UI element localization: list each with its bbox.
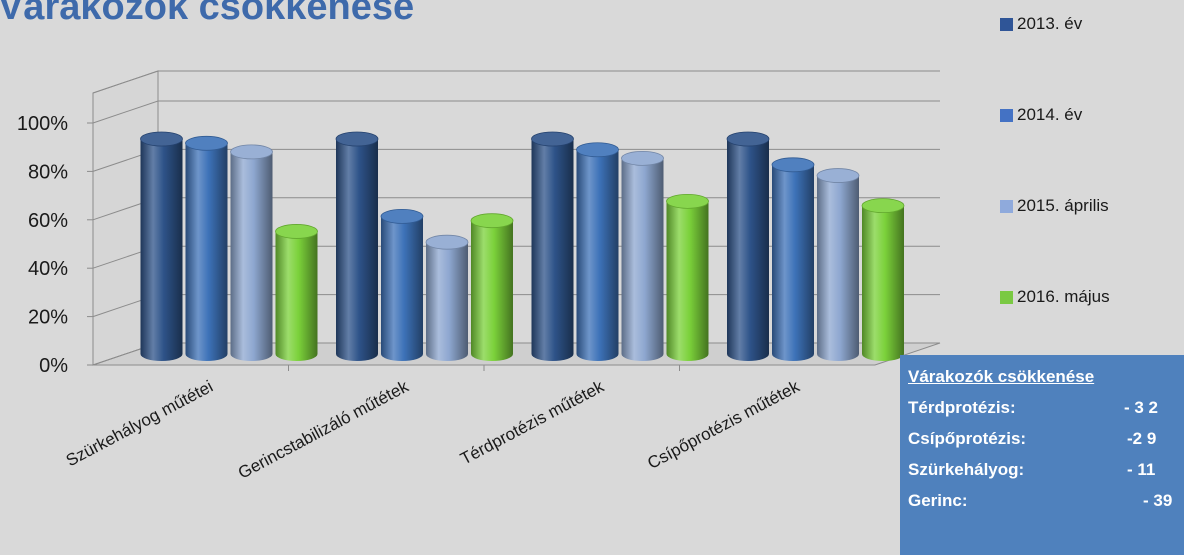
bar (425, 234, 469, 361)
chart-title: Várakozók csökkenése (0, 0, 415, 28)
legend-label: 2014. év (1017, 105, 1083, 124)
info-row-value: - 39 (1143, 491, 1173, 510)
bar-body (471, 220, 513, 361)
bar-body (140, 139, 183, 361)
bar-body (576, 149, 619, 361)
info-row-label: Csípőprotézis: (908, 429, 1027, 448)
bar-cap (470, 213, 514, 229)
info-row-csipoprotezis: Csípőprotézis: (908, 429, 1026, 449)
info-row-label: Gerinc: (908, 491, 968, 510)
y-tick-label: 80% (28, 161, 68, 183)
legend-item-2015: 2015. április (1000, 196, 1109, 216)
bar-cap (380, 208, 424, 224)
info-row-value: - 11 (1127, 460, 1156, 479)
info-row-szurkehalyog: Szürkehályog: (908, 460, 1024, 480)
bar (380, 208, 424, 361)
bar-body (772, 164, 814, 361)
bar-body (862, 205, 904, 361)
legend-label: 2013. év (1017, 14, 1083, 33)
bar-cap (621, 150, 664, 166)
info-row-label: Térdprotézis: (908, 398, 1016, 417)
legend-item-2016: 2016. május (1000, 287, 1110, 307)
legend-swatch (1000, 290, 1013, 304)
bar (726, 131, 770, 361)
bar-cap (185, 135, 228, 151)
legend-label: 2015. április (1017, 196, 1109, 215)
bar (576, 142, 619, 361)
bar (140, 131, 183, 361)
legend-swatch (1000, 17, 1013, 31)
info-row-terdprotezis: Térdprotézis: (908, 398, 1016, 418)
y-tick-label: 40% (28, 258, 68, 280)
bar-body (727, 139, 769, 361)
info-box-title: Várakozók csökkenése (908, 367, 1095, 386)
bar-cap (771, 157, 815, 173)
info-row-gerinc: Gerinc: (908, 491, 968, 511)
gridline (92, 70, 940, 94)
x-category-label: Térdprotézis műtétek (457, 377, 607, 469)
legend-label: 2016. május (1017, 287, 1110, 306)
bar-chart: 0% 20% 40% 60% 80% 100% Szürkehályog műtétei Ge… (17, 70, 941, 483)
bar (230, 144, 273, 361)
bar-body (381, 216, 423, 361)
bar-cap (816, 168, 860, 183)
bar (470, 213, 514, 361)
bar-body (230, 151, 273, 361)
legend-swatch (1000, 199, 1013, 213)
bar (275, 224, 318, 361)
info-row-value: - 3 2 (1124, 398, 1159, 417)
bar-body (817, 175, 859, 361)
bar (531, 131, 574, 361)
bar-body (531, 139, 574, 361)
bar (861, 198, 905, 361)
x-category-label: Csípőprotézis műtétek (644, 377, 803, 473)
bar (666, 193, 709, 361)
bar-body (185, 143, 228, 361)
y-tick-label: 100% (17, 113, 68, 135)
bar-body (336, 139, 378, 361)
y-tick-label: 20% (28, 307, 68, 329)
x-category-label: Szürkehályog műtétei (63, 377, 216, 471)
bar-body (666, 201, 709, 361)
bar-body (426, 242, 468, 361)
bar-cap (335, 131, 379, 147)
bar-cap (666, 193, 709, 209)
bar-cap (140, 131, 183, 147)
bar-cap (275, 224, 318, 239)
legend-item-2013: 2013. év (1000, 14, 1082, 34)
y-tick-label: 60% (28, 210, 68, 232)
bar (185, 135, 228, 361)
bar-cap (531, 131, 574, 147)
y-tick-label: 0% (39, 355, 68, 377)
x-category-label: Gerincstabilizáló műtétek (235, 377, 412, 483)
bar (621, 150, 664, 361)
gridline (92, 100, 940, 124)
bar-cap (861, 198, 905, 214)
bar (771, 157, 815, 361)
bar (816, 168, 860, 361)
legend-item-2014: 2014. év (1000, 105, 1082, 125)
bar (335, 131, 379, 361)
legend-swatch (1000, 108, 1013, 122)
bar-cap (576, 142, 619, 158)
bar-cap (726, 131, 770, 147)
bar-cap (230, 144, 273, 160)
info-row-label: Szürkehályog: (908, 460, 1025, 479)
info-row-value: -2 9 (1127, 429, 1157, 448)
info-box: Várakozók csökkenése Térdprotézis: - 3 2… (900, 355, 1184, 555)
bar-body (621, 158, 664, 361)
bar-cap (425, 234, 469, 250)
bar-body (275, 231, 318, 361)
